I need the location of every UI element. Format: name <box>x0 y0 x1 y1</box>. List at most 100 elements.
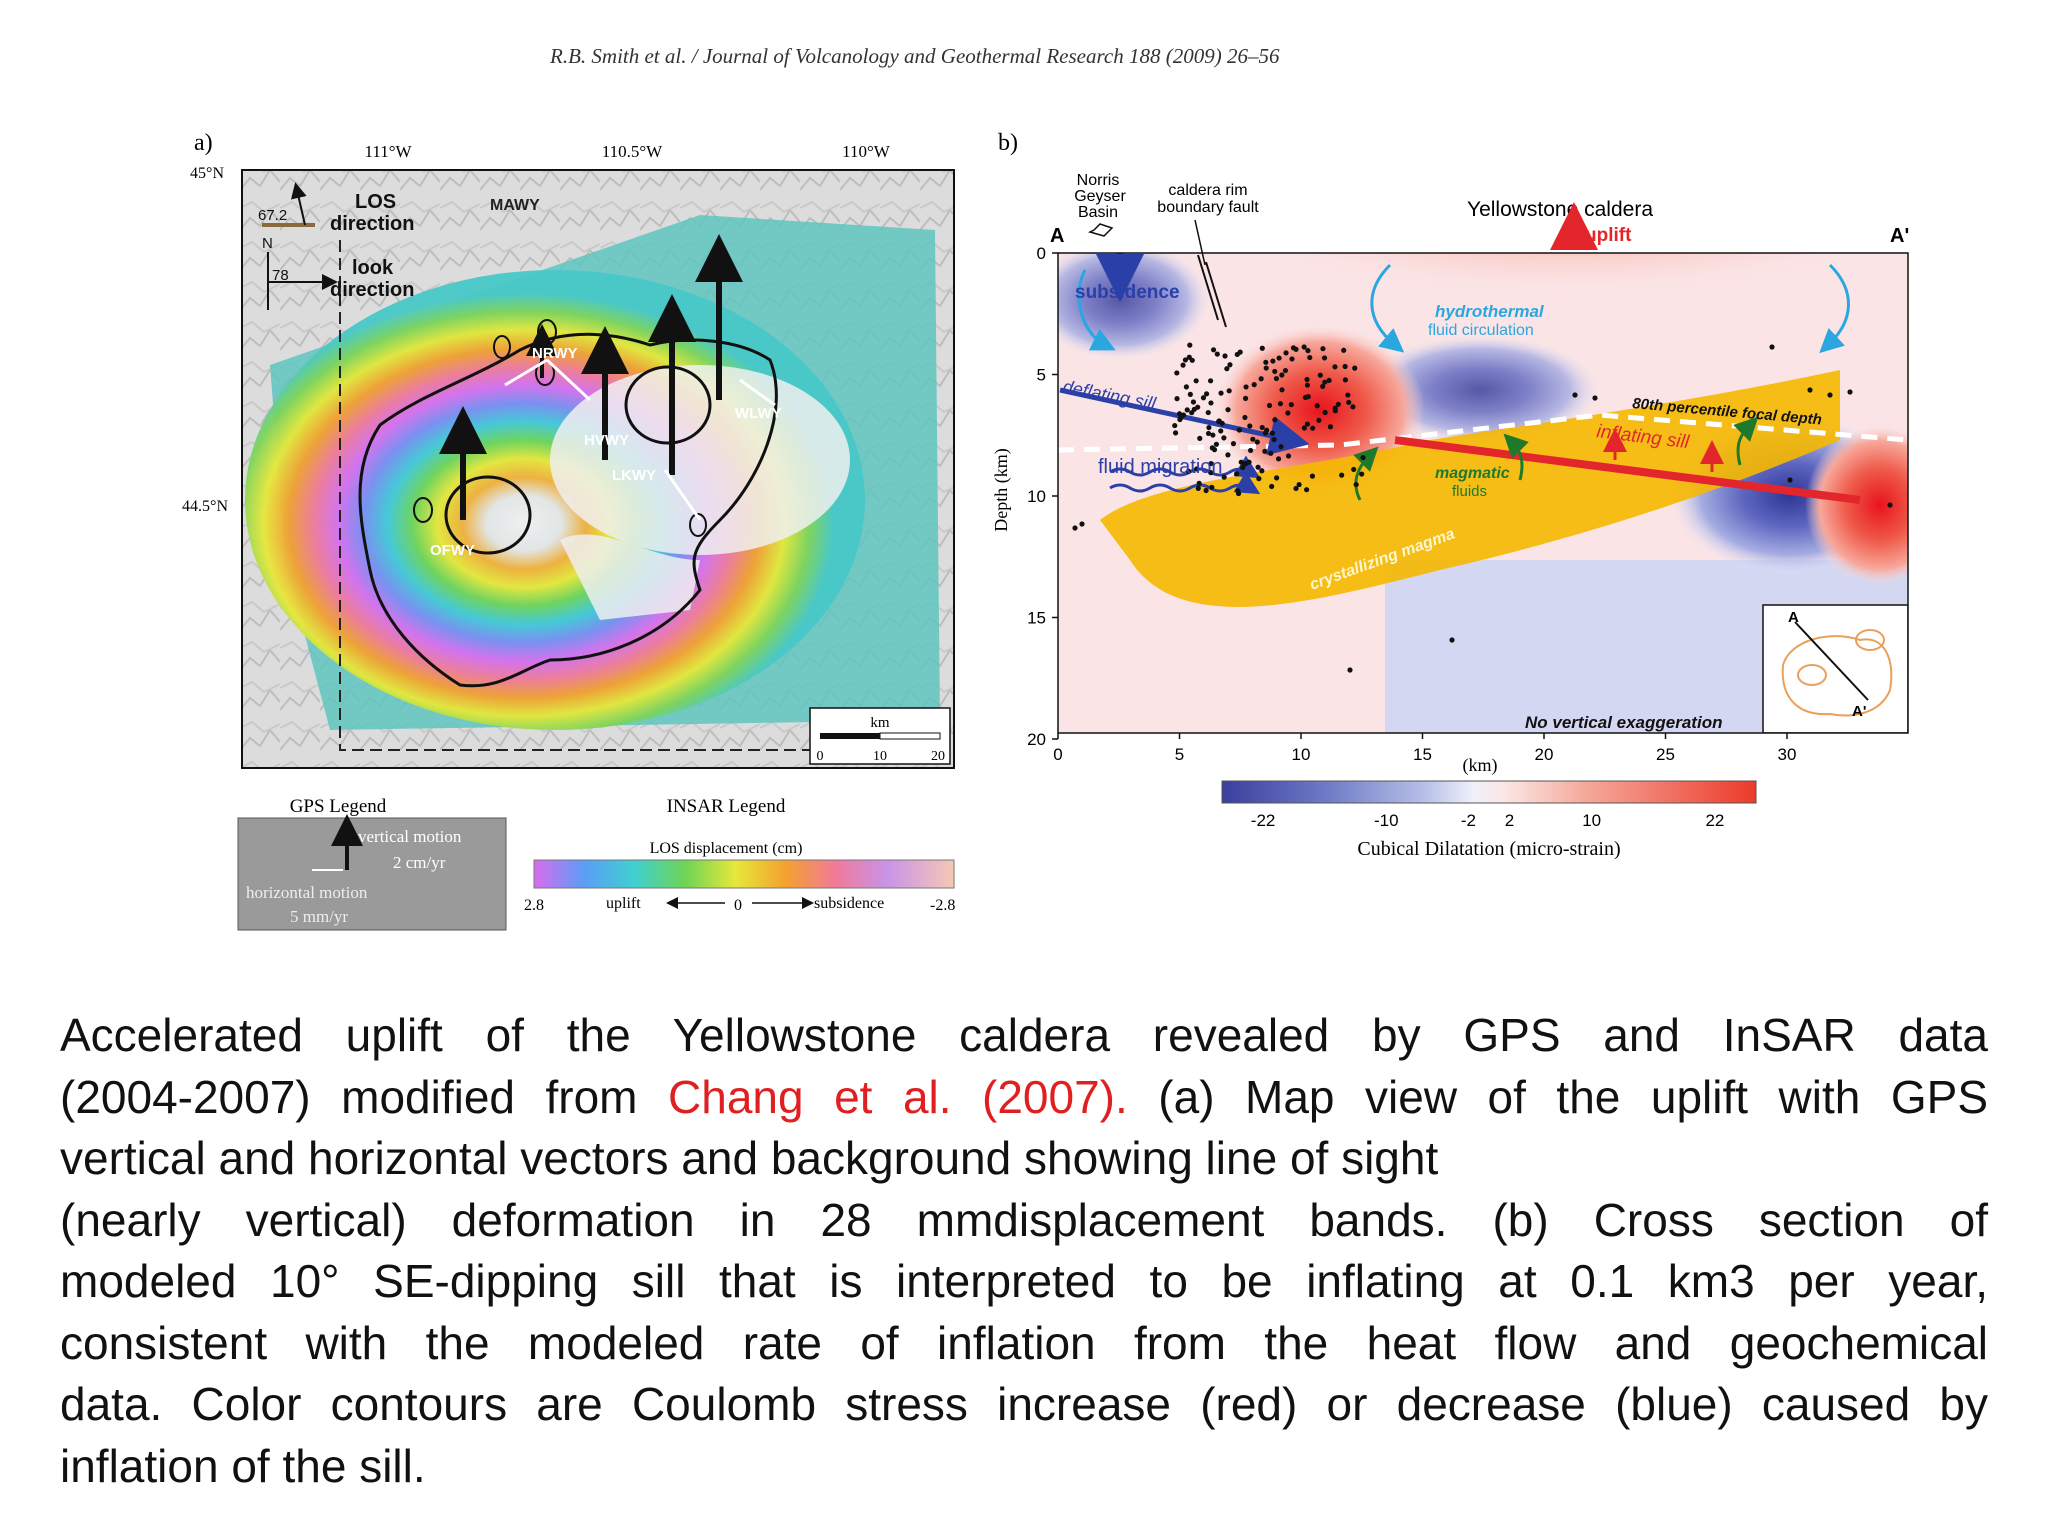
earthquake-dot <box>1322 379 1328 385</box>
earthquake-dot <box>1221 474 1227 480</box>
dilatation-high <box>1805 425 1908 585</box>
earthquake-dot <box>1279 387 1285 393</box>
earthquake-dot <box>1250 436 1256 442</box>
insar-tick: uplift <box>606 895 641 912</box>
earthquake-dot <box>1218 390 1224 396</box>
earthquake-dot <box>1269 430 1276 436</box>
geyser-basin-icon <box>1087 223 1114 237</box>
y-tick-label: 20 <box>1027 730 1046 749</box>
earthquake-dot <box>1189 357 1195 363</box>
citation-link[interactable]: Chang et al. (2007). <box>668 1070 1128 1123</box>
station-marker <box>493 335 511 359</box>
fault-label: boundary fault <box>1157 199 1259 216</box>
station-marker <box>689 513 707 537</box>
earthquake-dot <box>1304 421 1311 427</box>
scale-bar-title: km <box>870 715 890 731</box>
earthquake-dot <box>1072 525 1078 531</box>
earthquake-dot <box>1185 468 1192 474</box>
colorbar-tick-label: -10 <box>1374 811 1399 830</box>
earthquake-dot <box>1592 395 1598 401</box>
fault-line <box>1197 254 1219 321</box>
earthquake-dot <box>1172 422 1178 429</box>
earthquake-dot <box>1332 364 1338 370</box>
earthquake-dot <box>1807 387 1813 393</box>
x-tick-label: 15 <box>1413 745 1432 764</box>
earthquake-dot <box>1262 430 1269 436</box>
x-tick-label: 10 <box>1292 745 1311 764</box>
insar-legend-title: INSAR Legend <box>667 796 786 817</box>
earthquake-dot <box>1205 430 1212 437</box>
earthquake-dot <box>1278 444 1284 450</box>
earthquake-dot <box>1259 345 1265 351</box>
earthquake-dot <box>1342 377 1348 383</box>
earthquake-dot <box>1251 382 1257 388</box>
earthquake-dot <box>1247 423 1253 429</box>
earthquake-dot <box>1272 417 1278 423</box>
earthquake-dot <box>1296 481 1302 488</box>
earthquake-dot <box>1256 476 1262 482</box>
earthquake-dot <box>1242 414 1248 421</box>
station-label: NRWY <box>532 345 578 362</box>
earthquake-dot <box>1310 425 1316 431</box>
journal-header: R.B. Smith et al. / Journal of Volcanolo… <box>550 44 1280 68</box>
earthquake-dot <box>1203 391 1210 397</box>
x-tick-label: 30 <box>1778 745 1797 764</box>
panel-b-cross-section: b) <box>991 130 1909 860</box>
x-tick-label: 25 <box>1656 745 1675 764</box>
earthquake-dot <box>1174 396 1180 402</box>
earthquake-dot <box>1326 377 1332 384</box>
earthquake-dot <box>1200 395 1207 401</box>
uplift-strain <box>1255 253 1875 360</box>
insar-tick: 2.8 <box>524 897 544 914</box>
inset-caldera <box>1781 635 1893 717</box>
earthquake-dot <box>1268 450 1274 456</box>
earthquake-dot <box>1225 452 1231 458</box>
hydrothermal-arrow <box>1077 269 1116 351</box>
y-tick-label: 0 <box>1037 244 1046 263</box>
earthquake-dot <box>1234 351 1240 358</box>
fluid-migration-label: fluid migration <box>1098 456 1223 478</box>
caption-line: consistent with the modeled rate of infl… <box>60 1316 1988 1369</box>
magmatic-label: fluids <box>1452 483 1487 500</box>
insar-bar-title: LOS displacement (cm) <box>650 840 803 857</box>
no-exaggeration-label: No vertical exaggeration <box>1525 713 1722 732</box>
earthquake-dot <box>1322 409 1328 416</box>
lat-tick: 45°N <box>190 165 224 182</box>
hydro-label: hydrothermal <box>1435 302 1545 321</box>
earthquake-dot <box>1317 372 1323 378</box>
earthquake-dot <box>1172 430 1179 436</box>
los-label: direction <box>330 213 414 235</box>
earthquake-dot <box>1191 406 1197 412</box>
magmatic-fluids-arrow <box>1353 446 1379 501</box>
gps-horizontal-vector <box>739 378 776 407</box>
los-label: LOS <box>355 191 396 213</box>
earthquake-dot <box>1208 400 1214 406</box>
caption-line: (2004-2007) modified from Chang et al. (… <box>60 1067 1988 1129</box>
earthquake-dot <box>1293 346 1299 352</box>
norris-label: Norris <box>1077 172 1120 189</box>
figure: a) 111°W 110.5°W 110°W 45°N 44.5°N <box>182 130 1909 931</box>
earthquake-dot <box>1307 354 1313 361</box>
scale-tick: 10 <box>873 749 887 764</box>
resurgent-dome <box>444 475 532 555</box>
los-arrow <box>290 182 307 226</box>
earthquake-dot <box>1196 480 1202 486</box>
earthquake-dot <box>1273 375 1280 382</box>
gps-legend-text: vertical motion <box>358 827 462 846</box>
earthquake-dot <box>1276 355 1282 361</box>
map-frame <box>241 169 955 769</box>
earthquake-dot <box>1176 411 1183 417</box>
magmatic-fluids-arrow <box>1733 416 1759 466</box>
earthquake-dot <box>1222 353 1228 359</box>
x-tick-label: 5 <box>1175 745 1184 764</box>
earthquake-dot <box>1847 389 1853 395</box>
earthquake-dot <box>1314 403 1320 409</box>
colorbar-tick-label: 2 <box>1505 811 1514 830</box>
earthquake-dot <box>1283 350 1289 356</box>
earthquake-dot <box>1206 424 1212 431</box>
earthquake-dot <box>1304 487 1310 493</box>
earthquake-dot <box>1341 347 1347 353</box>
earthquake-dot <box>1254 439 1260 445</box>
earthquake-dot <box>1174 370 1180 376</box>
inset-dome <box>1797 664 1827 686</box>
